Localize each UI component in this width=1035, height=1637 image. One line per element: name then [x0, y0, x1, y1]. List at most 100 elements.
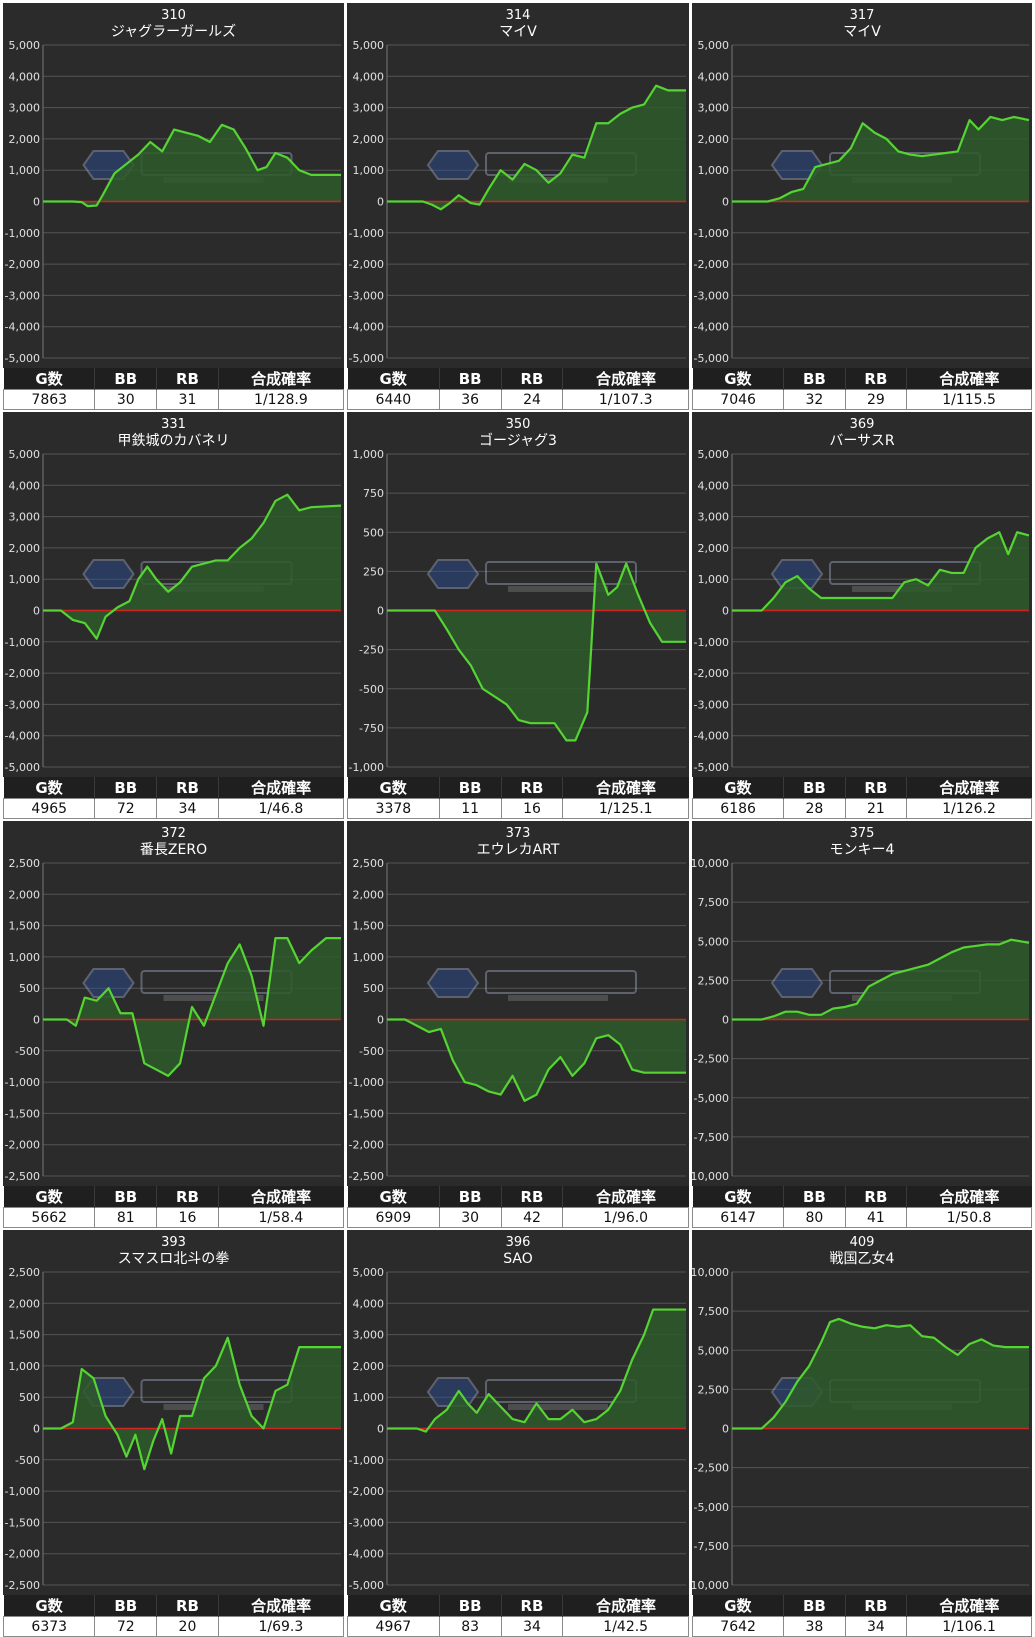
stats-table: G数 BB RB 合成確率 7863 30 31 1/128.9 [2, 368, 345, 410]
y-tick-label: 1,000 [698, 573, 730, 586]
machine-title: マイV [499, 24, 537, 40]
y-tick-label: 7,500 [698, 896, 730, 909]
y-tick-label: -1,000 [5, 636, 40, 649]
y-tick-label: 5,000 [698, 448, 730, 461]
stats-header: RB [500, 1595, 563, 1617]
slump-line [43, 123, 341, 208]
stats-table: G数 BB RB 合成確率 6440 36 24 1/107.3 [347, 368, 689, 410]
stats-value-g: 7046 [691, 389, 785, 410]
stats-table: G数 BB RB 合成確率 6373 72 20 1/69.3 [2, 1595, 345, 1637]
stats-value-bb: 81 [94, 1207, 158, 1228]
machine-title: モンキー4 [830, 842, 895, 858]
stats-value-rb: 29 [844, 389, 908, 410]
stats-table: G数 BB RB 合成確率 5662 81 16 1/58.4 [2, 1186, 345, 1228]
y-tick-label: 1,000 [9, 951, 41, 964]
watermark-logo [426, 968, 637, 1001]
stats-value-bb: 36 [438, 389, 502, 410]
y-tick-label: -4,000 [5, 730, 40, 743]
y-tick-label: 2,000 [353, 888, 385, 901]
y-tick-label: 0 [33, 605, 40, 618]
machine-title: ゴージャグ3 [479, 432, 557, 449]
stats-header: 合成確率 [906, 1186, 1032, 1208]
stats-header: G数 [3, 777, 95, 799]
y-tick-label: -2,500 [5, 1579, 40, 1592]
y-tick-label: 0 [377, 605, 384, 618]
stats-header: 合成確率 [906, 368, 1032, 390]
y-tick-label: -5,000 [5, 352, 40, 365]
stats-value-g: 3378 [347, 798, 440, 819]
stats-header: BB [783, 1186, 846, 1208]
machine-panel: 409 戦国乙女4 10,000 7,500 5,000 2,500 0 -2,500 -5,0… [691, 1230, 1032, 1637]
stats-value-rate: 1/50.8 [906, 1207, 1032, 1228]
chart-area: 369 バーサスR 5,000 4,000 3,000 2,000 1,000 0 -1,000… [692, 412, 1032, 777]
stats-value-rate: 1/128.9 [217, 389, 345, 410]
stats-header: G数 [3, 1186, 95, 1208]
machine-panel: 396 SAO 5,000 4,000 3,000 2,000 1,000 0 -1,000 -2… [347, 1230, 689, 1637]
y-tick-label: 4,000 [698, 70, 730, 83]
machine-number: 314 [506, 8, 531, 23]
y-tick-label: 1,500 [9, 1329, 41, 1342]
stats-header: G数 [347, 368, 440, 390]
y-tick-label: -1,000 [694, 227, 729, 240]
stats-value-g: 6186 [691, 798, 785, 819]
stats-table: G数 BB RB 合成確率 6186 28 21 1/126.2 [691, 777, 1032, 819]
slump-line [387, 1308, 686, 1433]
y-tick-label: 1,500 [9, 920, 41, 933]
stats-header: BB [438, 1186, 502, 1208]
y-tick-label: -2,000 [694, 258, 729, 271]
y-tick-label: -1,000 [5, 1485, 40, 1498]
y-tick-label: 10,000 [692, 1266, 729, 1279]
y-tick-label: 3,000 [353, 102, 385, 115]
y-tick-label: 2,000 [353, 1360, 385, 1373]
y-tick-label: 1,000 [353, 1391, 385, 1404]
y-tick-label: -2,500 [349, 1170, 384, 1183]
stats-value-g: 4967 [347, 1616, 440, 1637]
machine-number: 396 [506, 1235, 531, 1250]
stats-header: G数 [3, 1595, 95, 1617]
stats-value-rb: 34 [844, 1616, 908, 1637]
stats-value-g: 7642 [691, 1616, 785, 1637]
machine-panel: 331 甲鉄城のカバネリ 5,000 4,000 3,000 2,000 1,000 0 -1,… [2, 412, 345, 819]
stats-header: RB [844, 368, 907, 390]
stats-value-rb: 16 [156, 1207, 219, 1228]
machine-title: 戦国乙女4 [830, 1250, 895, 1267]
y-tick-label: 0 [33, 196, 40, 209]
machine-panel: 350 ゴージャグ3 1,000 750 500 250 0 -250 -500 -750 -1,0… [347, 412, 689, 819]
y-tick-label: -4,000 [5, 321, 40, 334]
slump-area [732, 116, 1029, 202]
y-tick-label: 500 [19, 982, 40, 995]
stats-header: BB [94, 1595, 157, 1617]
y-tick-label: -1,000 [694, 636, 729, 649]
stats-header: BB [438, 1595, 502, 1617]
y-tick-label: -3,000 [694, 289, 729, 302]
stats-header: G数 [692, 1595, 784, 1617]
stats-value-bb: 72 [94, 1616, 158, 1637]
stats-value-rate: 1/42.5 [562, 1616, 689, 1637]
stats-header: BB [783, 1595, 846, 1617]
y-tick-label: 0 [377, 1423, 384, 1436]
chart-area: 373 エウレカART 2,500 2,000 1,500 1,000 500 0 -500 -1… [347, 821, 689, 1186]
stats-value-rate: 1/58.4 [217, 1207, 345, 1228]
stats-header: 合成確率 [562, 1186, 689, 1208]
stats-header: 合成確率 [906, 1595, 1032, 1617]
machine-panel: 317 マイV 5,000 4,000 3,000 2,000 1,000 0 -1,000 -2… [691, 3, 1032, 410]
stats-header: RB [156, 1186, 219, 1208]
y-tick-label: -500 [15, 1454, 40, 1467]
y-tick-label: -1,000 [349, 1454, 384, 1467]
watermark-logo [82, 968, 293, 1001]
chart-area: 372 番長ZERO 2,500 2,000 1,500 1,000 500 0 -500 -1,… [3, 821, 344, 1186]
stats-value-bb: 72 [94, 798, 158, 819]
y-tick-label: -2,000 [5, 667, 40, 680]
y-tick-label: 0 [722, 605, 729, 618]
stats-header: RB [500, 1186, 563, 1208]
y-tick-label: 0 [33, 1423, 40, 1436]
y-tick-label: -3,000 [349, 289, 384, 302]
y-tick-label: -1,000 [349, 761, 384, 774]
